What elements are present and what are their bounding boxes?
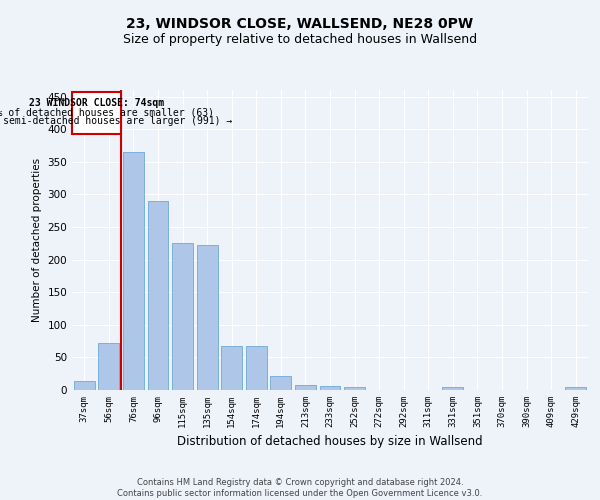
Bar (442, 386, 463, 390)
Bar (148, 201, 169, 390)
Bar (221, 346, 242, 390)
Bar (172, 244, 193, 390)
X-axis label: Distribution of detached houses by size in Wallsend: Distribution of detached houses by size … (177, 436, 483, 448)
Bar (98, 343, 119, 390)
Y-axis label: Number of detached properties: Number of detached properties (32, 158, 42, 322)
Text: ← 6% of detached houses are smaller (63): ← 6% of detached houses are smaller (63) (0, 108, 214, 118)
Text: 23, WINDSOR CLOSE, WALLSEND, NE28 0PW: 23, WINDSOR CLOSE, WALLSEND, NE28 0PW (127, 18, 473, 32)
Bar (295, 385, 316, 390)
Bar (246, 346, 267, 390)
Text: 23 WINDSOR CLOSE: 74sqm: 23 WINDSOR CLOSE: 74sqm (29, 98, 164, 108)
Bar (271, 376, 292, 390)
Bar (565, 388, 586, 390)
Text: 93% of semi-detached houses are larger (991) →: 93% of semi-detached houses are larger (… (0, 116, 232, 126)
Bar (197, 245, 218, 390)
Bar (320, 386, 340, 390)
Bar (74, 381, 95, 390)
Bar (344, 388, 365, 390)
Text: Contains HM Land Registry data © Crown copyright and database right 2024.
Contai: Contains HM Land Registry data © Crown c… (118, 478, 482, 498)
Bar (123, 152, 144, 390)
FancyBboxPatch shape (73, 92, 121, 134)
Text: Size of property relative to detached houses in Wallsend: Size of property relative to detached ho… (123, 32, 477, 46)
